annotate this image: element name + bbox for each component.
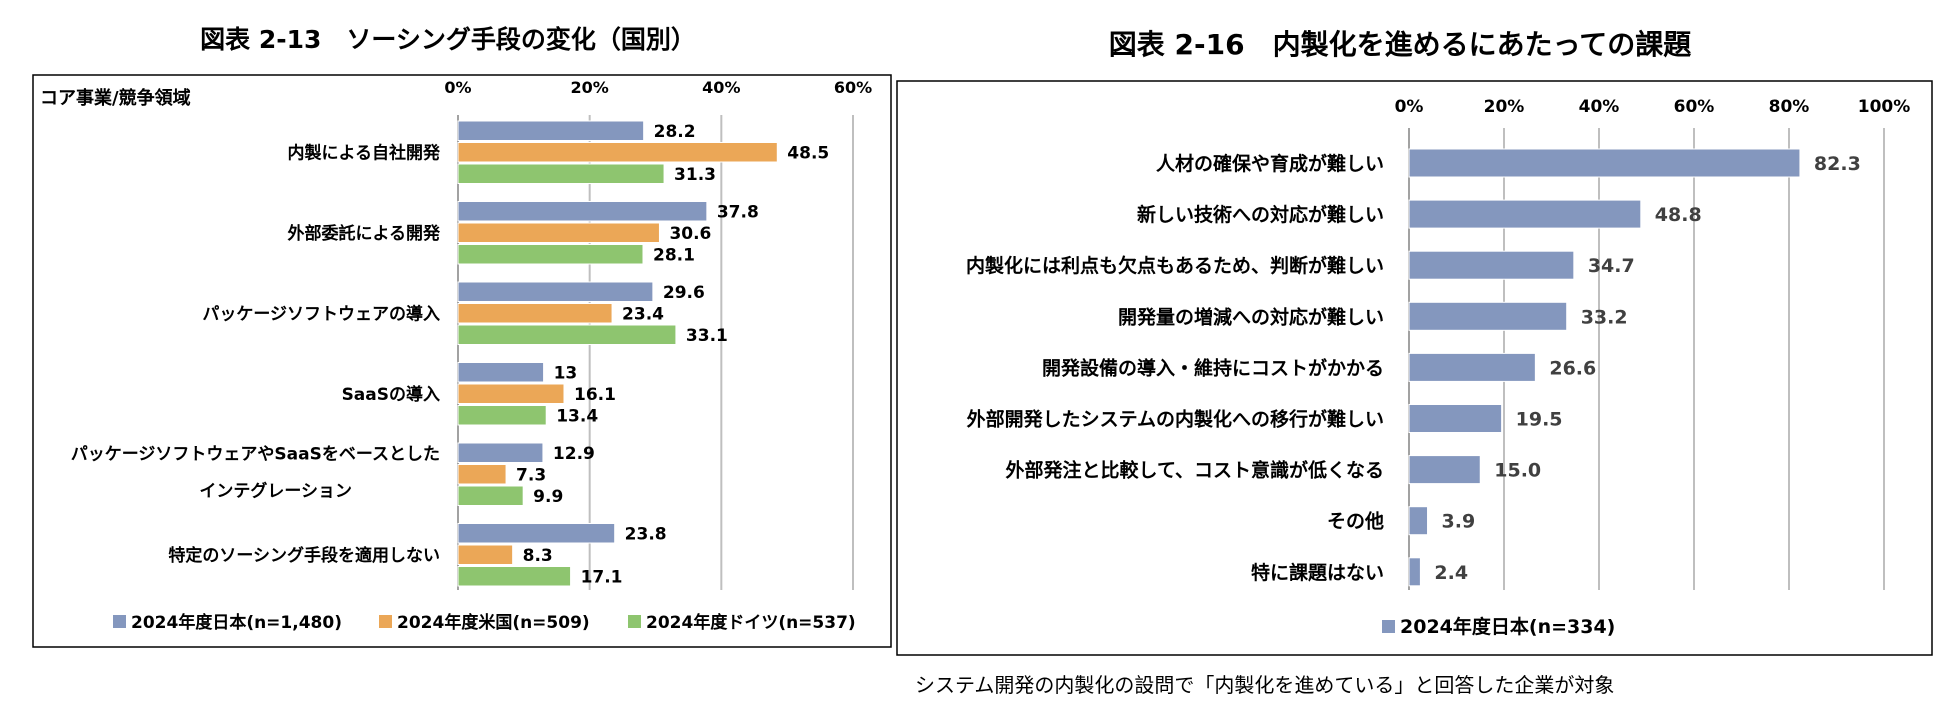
- tick-label: 40%: [1579, 97, 1620, 117]
- bar: [457, 201, 708, 222]
- left-figure-title: 図表 2-13 ソーシング手段の変化（国別）: [200, 25, 696, 54]
- bar: [457, 324, 677, 345]
- left-axis-title: コア事業/競争領域: [40, 87, 191, 109]
- data-label: 34.7: [1588, 255, 1635, 277]
- data-label: 16.1: [574, 385, 616, 405]
- legend-label: 2024年度日本(n=334): [1400, 615, 1615, 638]
- bar: [1408, 148, 1801, 178]
- bar: [457, 303, 613, 324]
- data-label: 13.4: [556, 406, 598, 426]
- bar: [1408, 404, 1503, 433]
- tick-label: 60%: [1674, 97, 1715, 117]
- left-chart: 0% 20% 40% 60% 内製による自社開発 28.2 48.5 31.3 外部委託による開…: [71, 78, 872, 633]
- tick-label: 60%: [834, 78, 872, 97]
- data-label: 37.8: [717, 202, 759, 222]
- data-label: 8.3: [523, 546, 553, 566]
- data-label: 29.6: [663, 283, 705, 303]
- data-label: 23.8: [625, 524, 667, 544]
- category-label: 外部委託による開発: [288, 223, 441, 244]
- data-label: 9.9: [533, 487, 563, 507]
- data-label: 28.2: [654, 122, 696, 142]
- bar: [1408, 455, 1481, 485]
- tick-label: 100%: [1858, 97, 1911, 117]
- bar: [457, 120, 645, 141]
- category-label: 人材の確保や育成が難しい: [1156, 152, 1384, 175]
- data-label: 33.2: [1581, 306, 1628, 328]
- legend-label: 2024年度米国(n=509): [397, 612, 590, 633]
- tick-label: 0%: [444, 78, 471, 97]
- legend-swatch: [113, 615, 126, 628]
- bar: [1408, 301, 1568, 331]
- category-label: 特に課題はない: [1251, 561, 1384, 584]
- data-label: 33.1: [686, 326, 728, 346]
- right-chart: 0% 20% 40% 60% 80% 100% 人材の確保や育成が難しい 82.3 新しい技術へ…: [966, 97, 1910, 638]
- right-footnote: システム開発の内製化の設問で「内製化を進めている」と回答した企業が対象: [915, 673, 1614, 697]
- data-label: 28.1: [653, 245, 695, 265]
- category-label: 内製による自社開発: [288, 142, 441, 163]
- category-label: 外部発注と比較して、コスト意識が低くなる: [1006, 459, 1384, 482]
- bar: [457, 566, 572, 587]
- bar: [457, 523, 616, 544]
- tick-label: 20%: [1484, 97, 1525, 117]
- category-label: インテグレーション: [199, 480, 352, 501]
- bar: [457, 544, 514, 565]
- data-label: 13: [554, 363, 578, 383]
- category-label: 内製化には利点も欠点もあるため、判断が難しい: [966, 254, 1384, 277]
- legend-swatch: [379, 615, 392, 628]
- category-label: 特定のソーシング手段を適用しない: [168, 545, 440, 566]
- category-label: 開発量の増減への対応が難しい: [1118, 305, 1384, 328]
- legend-label: 2024年度ドイツ(n=537): [646, 612, 856, 633]
- data-label: 48.8: [1655, 204, 1702, 226]
- bar: [1408, 250, 1575, 280]
- tick-label: 40%: [702, 78, 740, 97]
- bar: [457, 442, 544, 463]
- bar: [1408, 557, 1421, 587]
- bar: [457, 464, 507, 485]
- tick-label: 20%: [571, 78, 609, 97]
- category-label: 新しい技術への対応が難しい: [1137, 203, 1384, 226]
- bar: [1408, 506, 1429, 536]
- bar: [457, 485, 524, 506]
- bar: [457, 222, 660, 243]
- data-label: 15.0: [1494, 460, 1541, 482]
- data-label: 19.5: [1516, 409, 1563, 431]
- tick-label: 80%: [1769, 97, 1810, 117]
- category-label: パッケージソフトウェアの導入: [202, 303, 440, 324]
- bar: [457, 281, 654, 302]
- tick-label: 0%: [1395, 97, 1424, 117]
- data-label: 12.9: [553, 444, 595, 464]
- bar: [457, 163, 665, 184]
- data-label: 31.3: [674, 165, 716, 185]
- data-label: 17.1: [581, 567, 623, 587]
- legend-swatch: [1382, 620, 1395, 633]
- legend-swatch: [628, 615, 641, 628]
- data-label: 82.3: [1814, 153, 1861, 175]
- bar: [1408, 199, 1642, 229]
- data-label: 3.9: [1442, 511, 1476, 533]
- bar: [457, 142, 778, 163]
- category-label: SaaSの導入: [342, 384, 440, 405]
- data-label: 7.3: [516, 465, 546, 485]
- category-label: パッケージソフトウェアやSaaSをベースとした: [71, 444, 440, 464]
- bar: [1408, 352, 1536, 382]
- data-label: 48.5: [787, 143, 829, 163]
- data-label: 26.6: [1549, 357, 1596, 379]
- category-label: 開発設備の導入・維持にコストがかかる: [1042, 356, 1384, 379]
- data-label: 2.4: [1434, 562, 1468, 584]
- category-label: 外部開発したシステムの内製化への移行が難しい: [967, 408, 1384, 431]
- category-label: その他: [1327, 510, 1384, 533]
- bar: [457, 405, 547, 426]
- bar: [457, 362, 545, 383]
- bar: [457, 244, 644, 265]
- data-label: 23.4: [622, 304, 664, 324]
- legend-label: 2024年度日本(n=1,480): [131, 612, 342, 633]
- bar: [457, 383, 565, 404]
- right-figure-title: 図表 2-16 内製化を進めるにあたっての課題: [1109, 28, 1692, 61]
- data-label: 30.6: [669, 224, 711, 244]
